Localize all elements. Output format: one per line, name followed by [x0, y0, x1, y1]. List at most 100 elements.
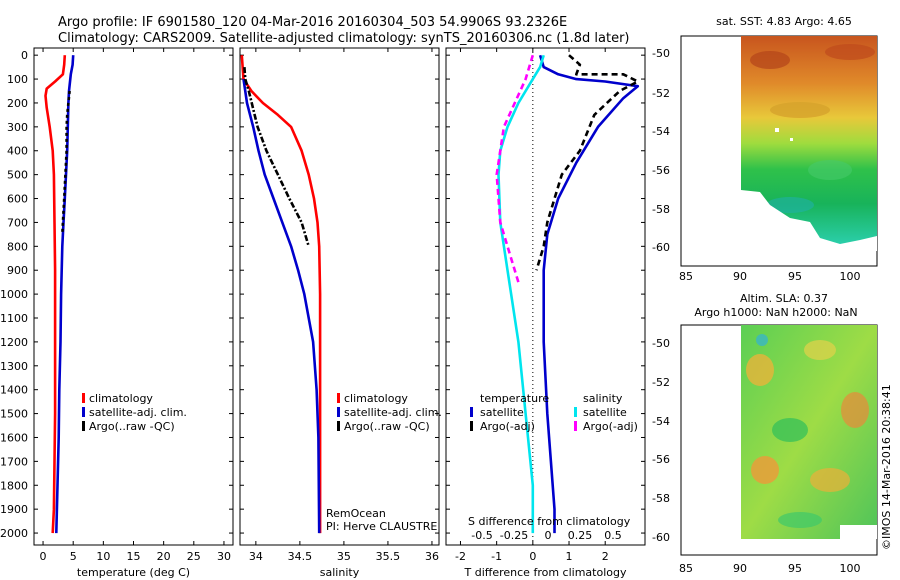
- legend-title-salinity: salinity: [583, 392, 623, 405]
- depth-tick-label: 1200: [0, 336, 28, 349]
- sst-map: sat. SST: 4.83 Argo: 4.65 -50 -52 -54 -5…: [652, 15, 878, 283]
- figure-title-line2: Climatology: CARS2009. Satellite-adjuste…: [58, 31, 630, 46]
- x-tick-label: 35.5: [376, 550, 401, 563]
- x-tick-label: 30: [217, 550, 231, 563]
- x-tick-label: 10: [96, 550, 110, 563]
- x-axis-label: salinity: [320, 566, 360, 579]
- legend-swatch-argo: [337, 421, 340, 431]
- sst-ytick: -56: [652, 164, 670, 177]
- x-tick-label: 35: [337, 550, 351, 563]
- series-line: [535, 54, 640, 271]
- sla-xtick: 100: [840, 562, 861, 575]
- figure-title-line1: Argo profile: IF 6901580_120 04-Mar-2016…: [58, 15, 567, 30]
- series-line: [495, 54, 535, 283]
- x-axis-label: T difference from climatology: [464, 566, 627, 579]
- sst-xtick: 95: [788, 270, 802, 283]
- imos-stamp: ©IMOS 14-Mar-2016 20:38:41: [880, 384, 893, 550]
- x-tick-label: 34.5: [288, 550, 313, 563]
- sla-xtick: 85: [679, 562, 693, 575]
- x-tick-label: 2: [602, 550, 609, 563]
- series-line: [538, 54, 640, 534]
- series-line: [497, 54, 545, 534]
- legend-label: climatology: [89, 392, 153, 405]
- series-line: [242, 78, 321, 534]
- depth-tick-label: 500: [7, 169, 28, 182]
- legend-label: Argo(-adj): [480, 420, 535, 433]
- sst-ytick: -58: [652, 203, 670, 216]
- depth-tick-label: 1700: [0, 455, 28, 468]
- legend-swatch-argo: [82, 421, 85, 431]
- difference-axes: [445, 47, 646, 546]
- depth-tick-label: 1300: [0, 360, 28, 373]
- temperature-axes: [33, 47, 234, 546]
- legend-label: satellite-adj. clim.: [89, 406, 187, 419]
- legend-label: Argo(..raw -QC): [344, 420, 430, 433]
- sst-ytick: -60: [652, 241, 670, 254]
- depth-tick-label: 1800: [0, 479, 28, 492]
- sst-xtick: 90: [733, 270, 747, 283]
- sla-xtick: 90: [733, 562, 747, 575]
- legend-label: Argo(..raw -QC): [89, 420, 175, 433]
- sla-xtick: 95: [788, 562, 802, 575]
- s-tick-label: 0: [545, 529, 552, 542]
- series-line: [243, 67, 310, 247]
- legend-label: satellite: [480, 406, 524, 419]
- x-tick-label: 0: [40, 550, 47, 563]
- sst-ytick: -52: [652, 87, 670, 100]
- s-tick-label: 0.25: [568, 529, 593, 542]
- s-tick-label: 0.5: [604, 529, 622, 542]
- x-tick-label: 25: [187, 550, 201, 563]
- sst-map-title: sat. SST: 4.83 Argo: 4.65: [716, 15, 852, 28]
- x-tick-label: 15: [127, 550, 141, 563]
- sla-ytick: -58: [652, 492, 670, 505]
- sla-ytick: -52: [652, 376, 670, 389]
- legend-swatch-s-argo: [574, 421, 577, 431]
- depth-tick-label: 200: [7, 97, 28, 110]
- legend-title-temperature: temperature: [480, 392, 549, 405]
- x-tick-label: 36: [425, 550, 439, 563]
- salinity-panel: 34 34.5 35 35.5 36 salinity: [240, 48, 439, 579]
- sla-map-title: Altim. SLA: 0.37: [740, 292, 828, 305]
- depth-tick-label: 1900: [0, 503, 28, 516]
- s-difference-label: S difference from climatology: [468, 515, 631, 528]
- sla-ytick: -54: [652, 415, 670, 428]
- sst-xtick: 100: [840, 270, 861, 283]
- sst-ytick: -54: [652, 125, 670, 138]
- legend-label: climatology: [344, 392, 408, 405]
- legend-swatch-satellite: [337, 407, 340, 417]
- difference-legend: temperature satellite Argo(-adj) salinit…: [470, 392, 638, 433]
- depth-tick-label: 400: [7, 145, 28, 158]
- depth-tick-label: 700: [7, 216, 28, 229]
- depth-tick-label: 1600: [0, 431, 28, 444]
- depth-tick-label: 900: [7, 264, 28, 277]
- salinity-axes: [239, 47, 440, 546]
- sst-xtick: 85: [679, 270, 693, 283]
- x-tick-label: 5: [70, 550, 77, 563]
- x-tick-label: -2: [455, 550, 466, 563]
- sla-ytick: -56: [652, 453, 670, 466]
- legend-swatch-satellite: [82, 407, 85, 417]
- annotation-pi: PI: Herve CLAUSTRE: [326, 520, 437, 533]
- sst-ytick: -50: [652, 47, 670, 60]
- salinity-legend: climatology satellite-adj. clim. Argo(..…: [326, 392, 442, 533]
- x-tick-label: 20: [157, 550, 171, 563]
- s-difference-axis: S difference from climatology -0.5 -0.25…: [468, 515, 631, 542]
- sla-map: Altim. SLA: 0.37 Argo h1000: NaN h2000: …: [652, 292, 878, 575]
- sla-ytick: -60: [652, 531, 670, 544]
- depth-tick-label: 0: [21, 49, 28, 62]
- x-tick-label: 1: [566, 550, 573, 563]
- depth-axis: 0 100 200 300 400 500 600 700 800 900 1000 1100 1200…: [0, 49, 28, 540]
- legend-swatch-climatology: [337, 393, 340, 403]
- x-tick-label: 0: [529, 550, 536, 563]
- series-line: [240, 55, 322, 534]
- s-tick-label: -0.25: [500, 529, 528, 542]
- depth-tick-label: 1000: [0, 288, 28, 301]
- legend-label: Argo(-adj): [583, 420, 638, 433]
- depth-tick-label: 1400: [0, 384, 28, 397]
- sla-ytick: -50: [652, 337, 670, 350]
- series-line: [44, 55, 67, 534]
- x-tick-label: 34: [249, 550, 263, 563]
- sla-map-subtitle: Argo h1000: NaN h2000: NaN: [694, 306, 857, 319]
- legend-label: satellite: [583, 406, 627, 419]
